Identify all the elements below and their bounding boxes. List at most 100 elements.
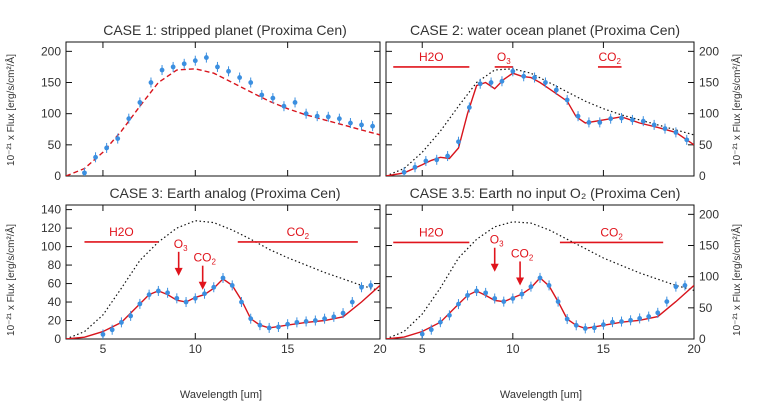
data-point [312, 318, 318, 323]
data-point [239, 299, 244, 305]
data-point [137, 100, 143, 105]
annotation-label: O3 [174, 237, 188, 253]
data-point [543, 80, 548, 85]
y-axis-label-top-left: 10⁻²¹ x Flux [erg/s/cm²/Å] [4, 54, 17, 166]
data-point [401, 169, 407, 175]
annotation-label: O3 [490, 233, 504, 249]
data-point [521, 73, 527, 79]
data-point [428, 327, 434, 333]
panel-title: CASE 3.5: Earth no input O₂ (Proxima Cen… [410, 185, 681, 201]
data-point [325, 114, 331, 120]
data-point [519, 291, 525, 297]
x-tick-label: 5 [100, 342, 107, 356]
plot-frame [65, 41, 381, 177]
data-point [229, 283, 235, 288]
plot-content [386, 221, 694, 339]
plot-content [386, 66, 694, 176]
annotation-label: CO2 [511, 246, 534, 262]
data-point [174, 295, 180, 301]
data-point [155, 288, 161, 294]
data-point [499, 78, 505, 84]
plot-area: 0 50 100 150 200 H2O O3 CO2 [385, 41, 719, 183]
data-point [637, 316, 643, 321]
data-point [456, 301, 461, 307]
data-point [303, 111, 309, 117]
data-point [608, 116, 614, 122]
data-point [474, 288, 479, 294]
annotation-label: H2O [109, 225, 134, 239]
data-point [528, 284, 534, 290]
data-point [628, 317, 633, 323]
data-point [137, 301, 143, 307]
data-point [655, 310, 661, 316]
data-point [165, 290, 170, 296]
data-point [483, 290, 489, 296]
annotation-label: CO2 [287, 225, 310, 241]
data-point [294, 319, 300, 325]
y-tick-label: 80 [48, 258, 62, 272]
y-tick-label: 20 [48, 314, 62, 328]
data-point [226, 68, 231, 74]
data-point [492, 296, 498, 301]
plot-area: 0 50 100 150 200 [41, 41, 381, 183]
reference-spectrum-line [66, 220, 380, 339]
data-point [640, 118, 646, 124]
data-point [257, 322, 263, 328]
data-point [510, 296, 516, 301]
data-point [437, 319, 443, 325]
data-point [646, 314, 652, 319]
data-point [368, 283, 374, 288]
data-point [285, 321, 291, 327]
data-point [651, 122, 657, 128]
data-point [546, 283, 552, 288]
model-spectrum-line [66, 68, 380, 176]
data-point [553, 87, 559, 93]
data-point [591, 325, 597, 331]
annotation-label: CO2 [193, 251, 216, 267]
data-point [477, 81, 483, 87]
data-point [248, 80, 254, 85]
y-tick-label: 0 [54, 169, 61, 183]
y-tick-label: 200 [41, 44, 61, 58]
data-point [192, 295, 198, 301]
data-point [181, 61, 187, 67]
data-point [331, 314, 337, 320]
data-point [82, 170, 87, 176]
data-point [220, 275, 226, 281]
data-point [192, 58, 198, 64]
plot-content [66, 52, 380, 176]
data-point [673, 284, 679, 290]
y-axis-label-bottom-left: 10⁻²¹ x Flux [erg/s/cm²/Å] [4, 224, 17, 336]
y-tick-label: 0 [699, 169, 706, 183]
data-point [664, 299, 670, 305]
plot-frame [385, 41, 695, 177]
y-tick-label: 150 [41, 76, 61, 90]
data-point [501, 299, 507, 305]
y-tick-label: 60 [48, 277, 62, 291]
data-point [215, 64, 220, 70]
x-axis-label-left: Wavelength [um] [180, 389, 262, 401]
data-point [292, 100, 298, 105]
data-point [359, 122, 364, 128]
data-point [597, 120, 603, 125]
data-point [610, 319, 615, 325]
data-point [564, 97, 570, 103]
annotation-label: CO2 [600, 225, 623, 241]
panel-case-3-5: CASE 3.5: Earth no input O₂ (Proxima Cen… [410, 185, 681, 201]
y-tick-label: 40 [48, 295, 62, 309]
y-tick-label: 100 [699, 270, 719, 284]
data-point [115, 136, 121, 142]
panel-case-3: CASE 3: Earth analog (Proxima Cen) [109, 185, 340, 201]
data-point [126, 116, 132, 122]
data-point [266, 325, 272, 331]
data-point [573, 322, 579, 328]
x-tick-label: 20 [687, 342, 701, 356]
data-point [662, 126, 668, 132]
panel-title: CASE 3: Earth analog (Proxima Cen) [109, 185, 340, 201]
data-point [586, 120, 592, 125]
data-point [419, 331, 425, 337]
y-axis-label-top-right: 10⁻²¹ x Flux [erg/s/cm²/Å] [730, 54, 743, 166]
data-point [100, 331, 106, 337]
y-tick-label: 150 [699, 239, 719, 253]
